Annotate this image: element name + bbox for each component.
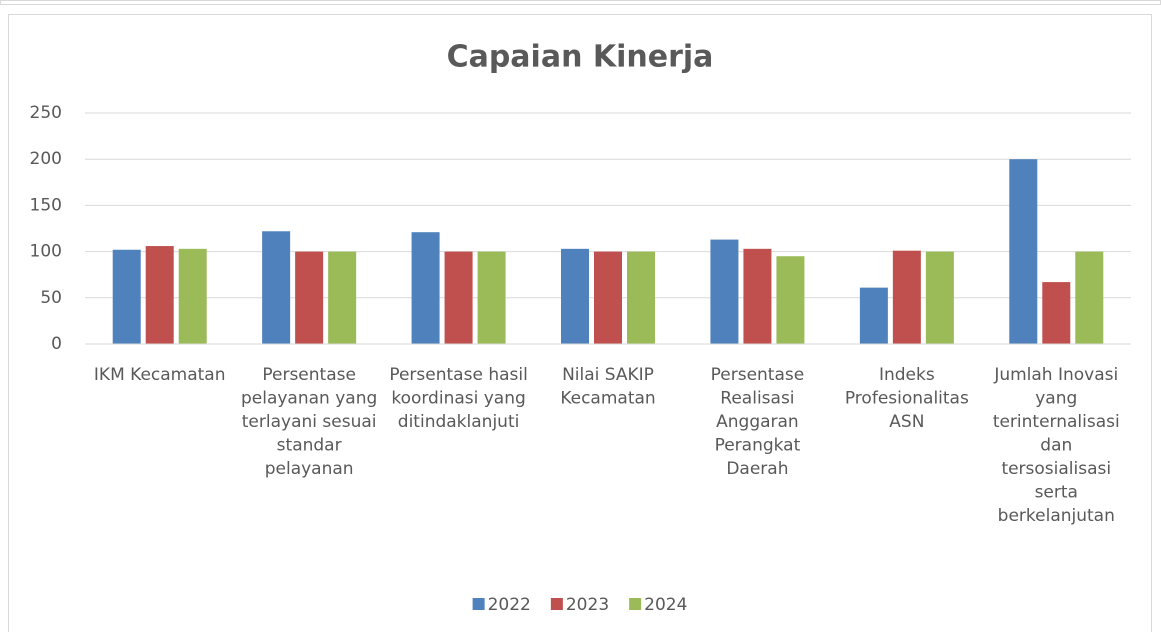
x-tick-label-line: terlayani sesuai [242,412,377,432]
x-tick-label-line: Profesionalitas [845,389,969,409]
y-tick-label: 0 [51,334,62,354]
bar [295,251,324,344]
bar [444,251,473,344]
x-tick-label-line: Jumlah Inovasi [993,365,1118,385]
x-tick-label: Nilai SAKIP Kecamatan [560,365,655,409]
x-tick-label-line: Persentase [262,365,356,385]
x-tick-label-line: pelayanan [265,459,354,479]
x-tick-label-line: ASN [889,412,924,432]
x-tick-label-line: IKM Kecamatan [94,365,226,385]
x-tick-label-line: serta [1035,483,1078,503]
x-tick-label-line: Nilai SAKIP [562,365,654,385]
bar [859,287,888,344]
x-tick-label-line: yang [1035,389,1077,409]
x-tick-label-line: Daerah [726,459,788,479]
bar [743,248,772,344]
top-frame [0,0,1161,5]
x-tick-label-line: Persentase [711,365,805,385]
legend-swatch [550,598,563,610]
y-tick-label: 200 [30,149,62,169]
bar [178,248,207,344]
x-tick-label: Jumlah Inovasi yang terinternalisasi dan ter… [993,365,1120,526]
legend: 2022 2023 2024 [472,595,687,615]
bar [262,231,291,344]
y-tick-label: 250 [30,103,62,123]
bar [1009,159,1038,344]
x-tick-label: Persentase Realisasi Anggaran Perangkat Daer… [711,365,805,479]
x-tick-label-line: berkelanjutan [998,506,1115,526]
bar [477,251,506,344]
x-tick-label: Indeks Profesionalitas ASN [845,365,969,432]
bar [112,249,141,344]
x-tick-label: Persentase pelayanan yang terlayani sesuai… [241,365,377,479]
bar [627,251,655,344]
bar [328,251,357,344]
x-tick-label-line: Anggaran [716,412,799,432]
x-tick-label-line: tersosialisasi [1001,459,1111,479]
x-tick-label-line: Perangkat [715,436,801,456]
bar [145,246,174,344]
bar [892,250,921,344]
y-tick-label: 100 [30,242,62,262]
x-tick-label: IKM Kecamatan [94,365,226,385]
bar [776,256,805,344]
bar [411,232,440,344]
legend-label: 2023 [566,595,609,615]
x-tick-label-line: terinternalisasi [993,412,1120,432]
x-tick-label-line: Kecamatan [560,389,655,409]
y-tick-label: 50 [40,288,62,308]
x-tick-label-line: Indeks [879,365,935,385]
x-tick-label-line: Realisasi [720,389,794,409]
bar [594,251,622,344]
bar [1075,251,1104,344]
x-tick-label-line: Persentase hasil [389,365,527,385]
bar [1042,282,1071,344]
x-tick-label-line: koordinasi yang [391,389,525,409]
x-tick-label-line: standar [277,436,342,456]
x-tick-label-line: pelayanan yang [241,389,377,409]
bar [925,251,954,344]
bar [561,248,589,344]
x-tick-label-line: ditindaklanjuti [398,412,520,432]
chart-title: Capaian Kinerja [447,40,714,75]
legend-swatch [472,598,485,610]
x-tick-label-line: dan [1040,436,1072,456]
bar [710,239,739,344]
x-tick-label: Persentase hasil koordinasi yang ditindakl… [389,365,527,432]
legend-label: 2024 [644,595,687,615]
y-tick-label: 150 [30,195,62,215]
legend-swatch [629,598,642,610]
legend-label: 2022 [488,595,531,615]
